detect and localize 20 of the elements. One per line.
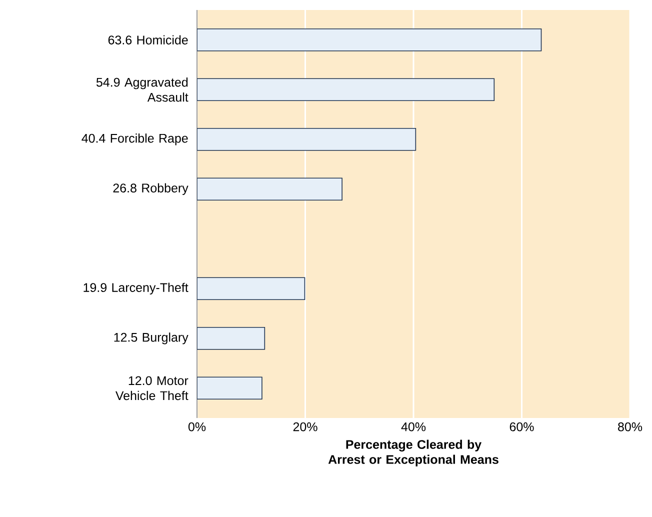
x-axis-title: Percentage Cleared by Arrest or Exceptional Means bbox=[328, 440, 498, 466]
bar bbox=[197, 128, 416, 151]
x-tick-label: 0% bbox=[188, 422, 206, 432]
y-tick-label: 12.5 Burglary bbox=[114, 332, 188, 344]
bar bbox=[197, 28, 542, 52]
y-tick-label: 63.6 Homicide bbox=[108, 35, 188, 44]
bar bbox=[197, 178, 342, 201]
y-tick-label: 12.0 Motor Vehicle Theft bbox=[115, 376, 188, 400]
y-tick-label: 26.8 Robbery bbox=[113, 183, 188, 195]
x-tick-label: 40% bbox=[401, 422, 426, 432]
bar bbox=[197, 277, 306, 300]
bar bbox=[197, 78, 495, 102]
x-tick-label: 80% bbox=[618, 422, 642, 432]
y-tick-label: 54.9 Aggravated Assault bbox=[96, 78, 188, 102]
bar bbox=[197, 326, 266, 350]
y-tick-label: 19.9 Larceny-Theft bbox=[84, 282, 188, 294]
y-tick-label: 40.4 Forcible Rape bbox=[82, 134, 188, 146]
x-tick-label: 20% bbox=[293, 422, 318, 432]
bar bbox=[197, 376, 262, 400]
x-tick-label: 60% bbox=[510, 422, 534, 432]
